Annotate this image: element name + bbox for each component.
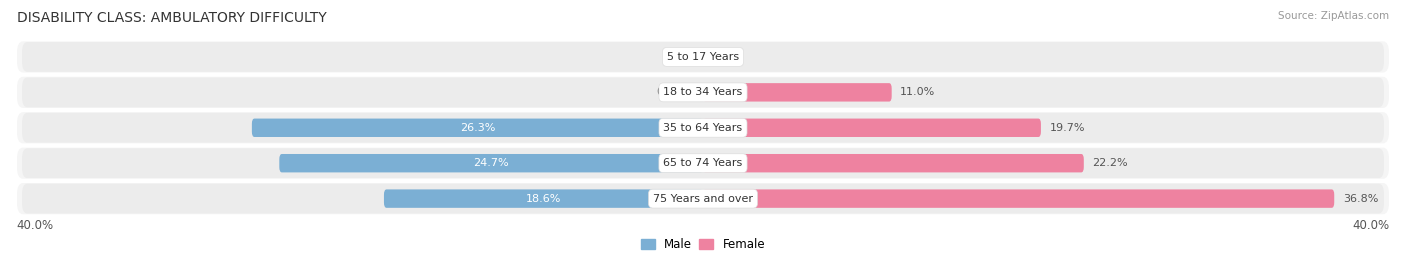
- Text: 22.2%: 22.2%: [1092, 158, 1128, 168]
- Text: DISABILITY CLASS: AMBULATORY DIFFICULTY: DISABILITY CLASS: AMBULATORY DIFFICULTY: [17, 11, 326, 25]
- Text: 35 to 64 Years: 35 to 64 Years: [664, 123, 742, 133]
- Text: 65 to 74 Years: 65 to 74 Years: [664, 158, 742, 168]
- Text: 24.7%: 24.7%: [474, 158, 509, 168]
- FancyBboxPatch shape: [280, 154, 703, 172]
- FancyBboxPatch shape: [17, 77, 1389, 108]
- Text: 19.7%: 19.7%: [1049, 123, 1085, 133]
- FancyBboxPatch shape: [22, 42, 1384, 72]
- FancyBboxPatch shape: [22, 113, 1384, 143]
- Text: 0.19%: 0.19%: [655, 87, 692, 97]
- Text: 26.3%: 26.3%: [460, 123, 495, 133]
- Text: 5 to 17 Years: 5 to 17 Years: [666, 52, 740, 62]
- Text: 0.0%: 0.0%: [711, 52, 740, 62]
- Text: Source: ZipAtlas.com: Source: ZipAtlas.com: [1278, 11, 1389, 21]
- Text: 36.8%: 36.8%: [1343, 194, 1378, 204]
- Text: 40.0%: 40.0%: [17, 219, 53, 232]
- FancyBboxPatch shape: [22, 184, 1384, 214]
- FancyBboxPatch shape: [22, 148, 1384, 178]
- Text: 18.6%: 18.6%: [526, 194, 561, 204]
- FancyBboxPatch shape: [700, 83, 703, 102]
- Text: 11.0%: 11.0%: [900, 87, 935, 97]
- FancyBboxPatch shape: [703, 154, 1084, 172]
- FancyBboxPatch shape: [17, 112, 1389, 143]
- FancyBboxPatch shape: [17, 183, 1389, 214]
- Text: 40.0%: 40.0%: [1353, 219, 1389, 232]
- FancyBboxPatch shape: [252, 119, 703, 137]
- FancyBboxPatch shape: [17, 148, 1389, 179]
- FancyBboxPatch shape: [384, 189, 703, 208]
- Text: 18 to 34 Years: 18 to 34 Years: [664, 87, 742, 97]
- FancyBboxPatch shape: [22, 77, 1384, 107]
- Text: 75 Years and over: 75 Years and over: [652, 194, 754, 204]
- FancyBboxPatch shape: [703, 189, 1334, 208]
- FancyBboxPatch shape: [703, 83, 891, 102]
- FancyBboxPatch shape: [703, 119, 1040, 137]
- FancyBboxPatch shape: [17, 41, 1389, 73]
- Legend: Male, Female: Male, Female: [636, 233, 770, 256]
- Text: 0.0%: 0.0%: [666, 52, 695, 62]
